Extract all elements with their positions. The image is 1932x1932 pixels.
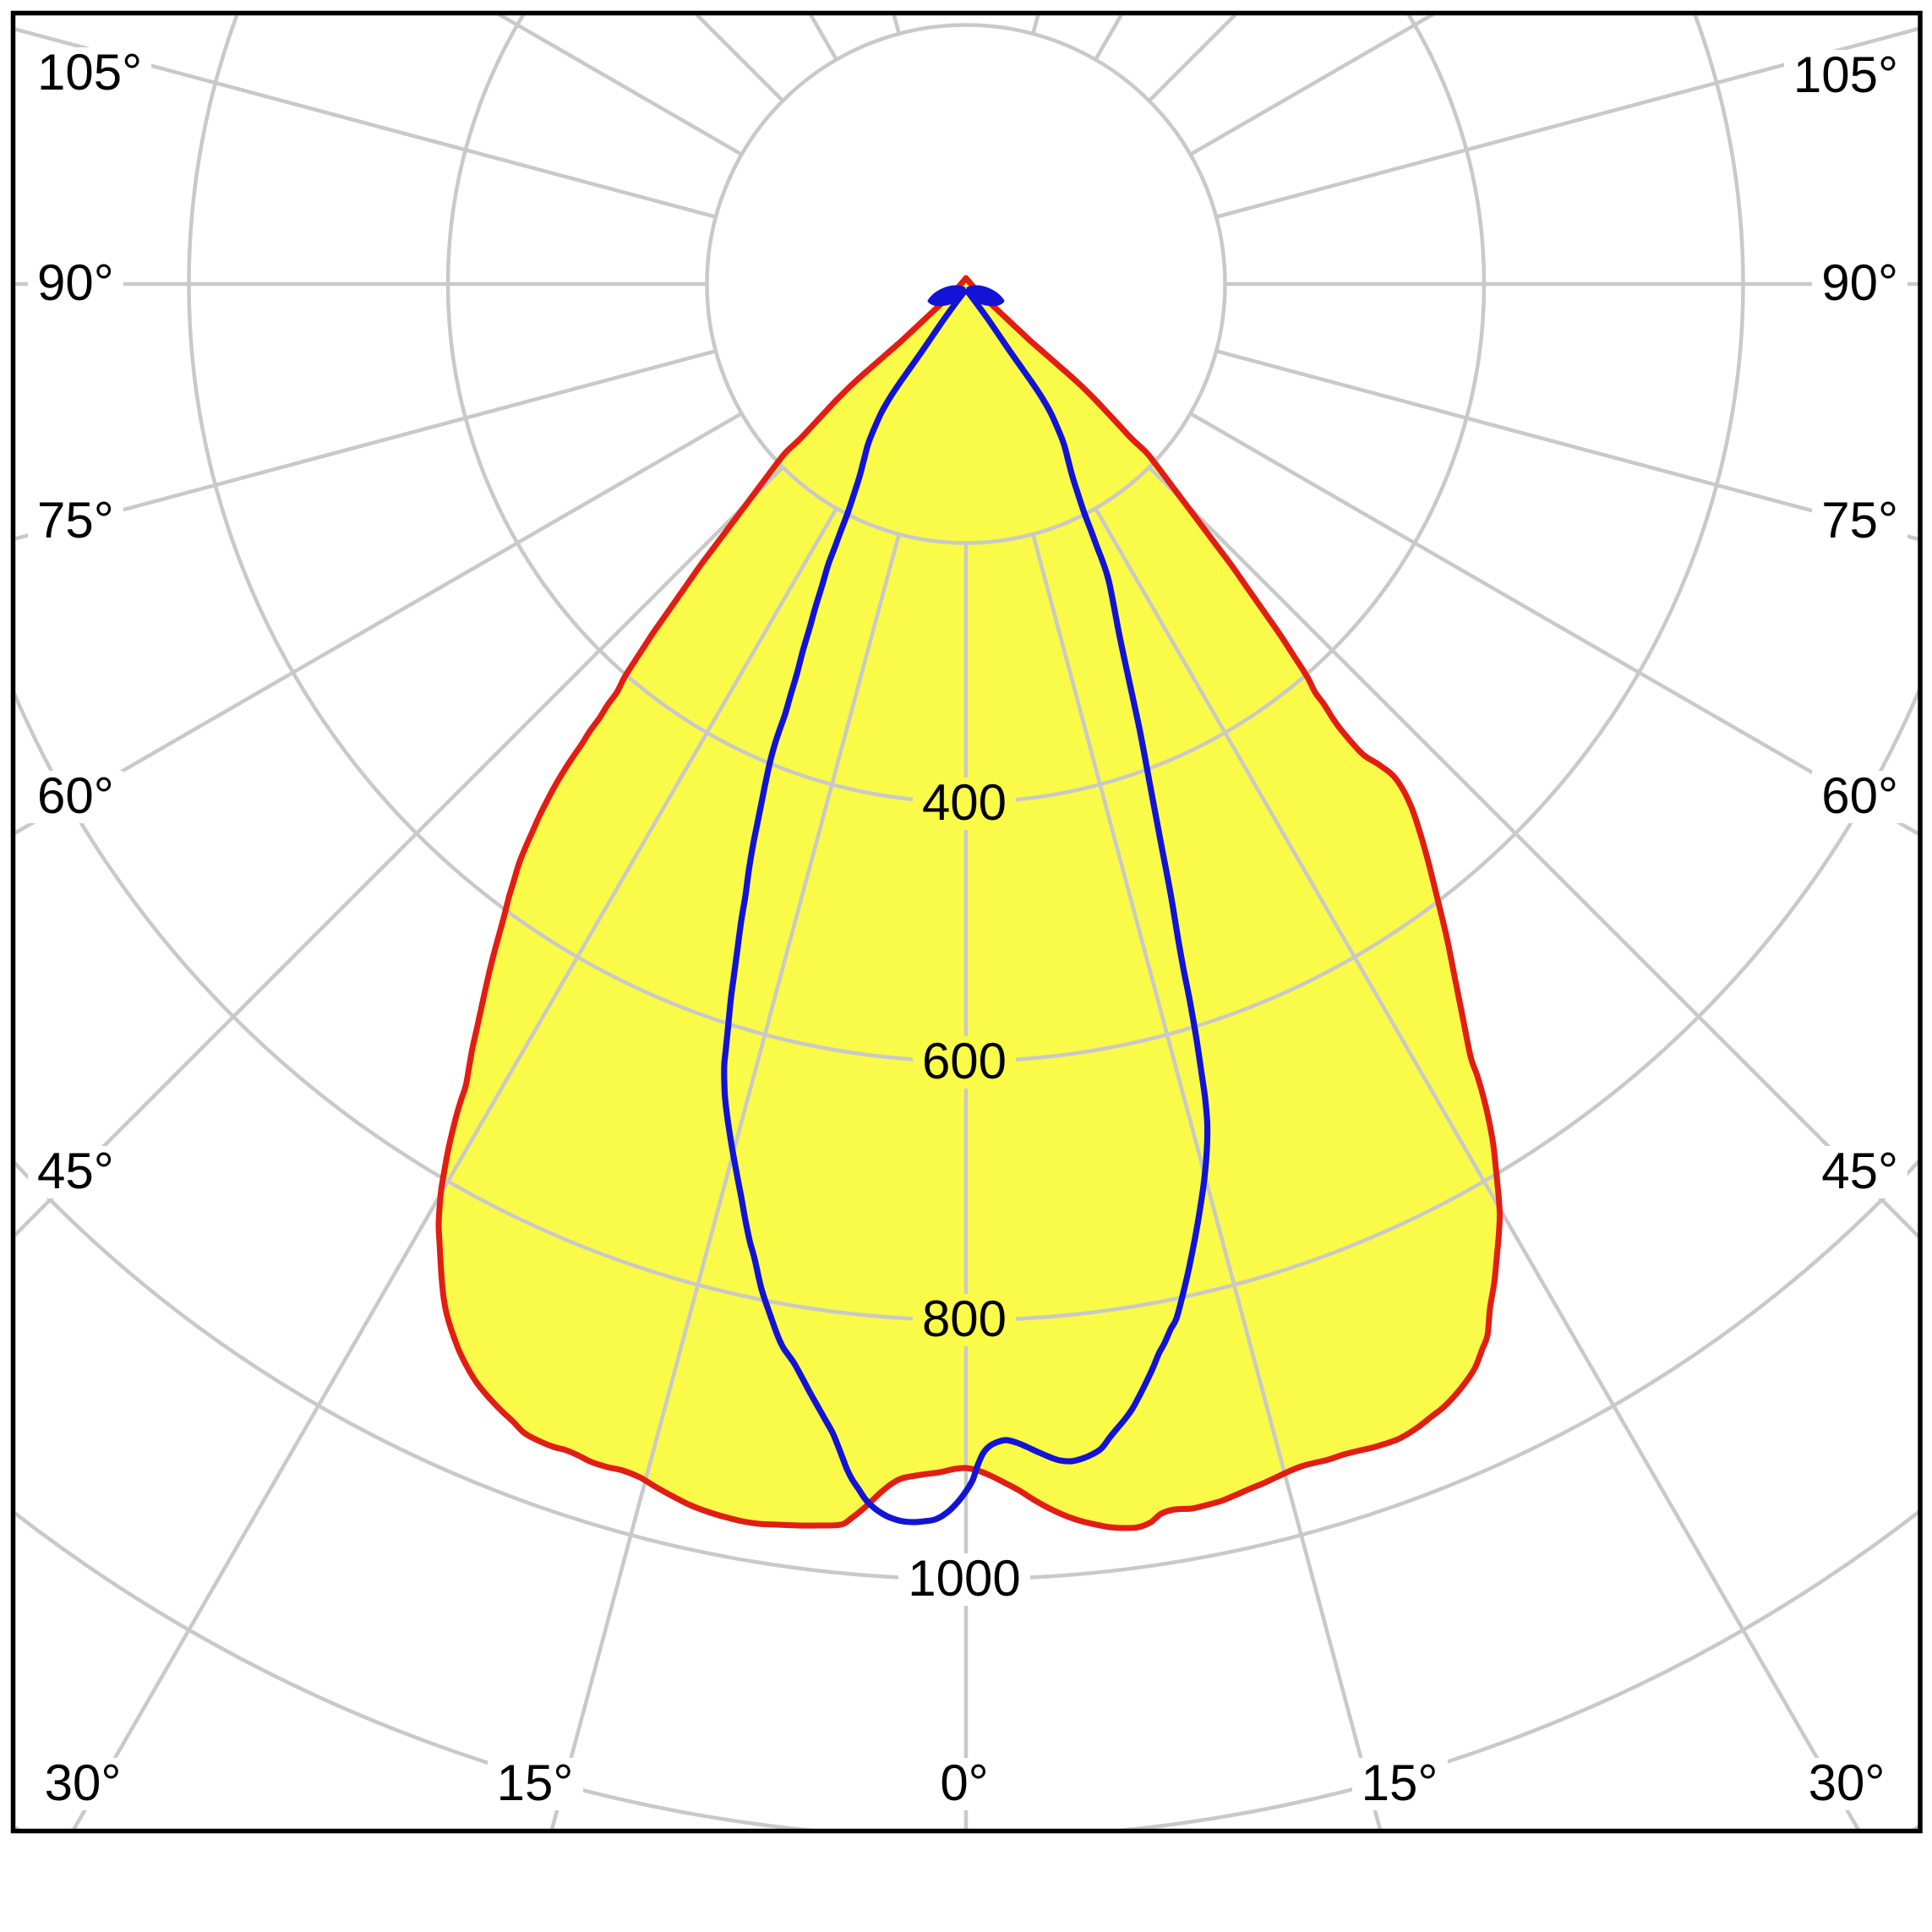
svg-text:400: 400 (922, 774, 1007, 831)
svg-text:0°: 0° (940, 1755, 988, 1811)
svg-text:15°: 15° (1362, 1755, 1438, 1811)
svg-text:45°: 45° (37, 1143, 114, 1199)
svg-text:60°: 60° (37, 767, 114, 824)
svg-text:105°: 105° (1793, 46, 1898, 103)
svg-text:90°: 90° (1821, 254, 1898, 311)
svg-text:60°: 60° (1821, 767, 1898, 824)
svg-text:90°: 90° (37, 254, 114, 311)
svg-text:75°: 75° (37, 492, 114, 548)
svg-text:15°: 15° (497, 1755, 574, 1811)
svg-text:600: 600 (922, 1033, 1007, 1089)
svg-text:800: 800 (922, 1291, 1007, 1347)
svg-text:45°: 45° (1821, 1143, 1898, 1199)
svg-text:1000: 1000 (908, 1550, 1020, 1607)
svg-text:105°: 105° (37, 44, 142, 101)
svg-text:30°: 30° (1809, 1755, 1886, 1811)
svg-text:75°: 75° (1821, 492, 1898, 548)
svg-text:30°: 30° (45, 1755, 122, 1811)
